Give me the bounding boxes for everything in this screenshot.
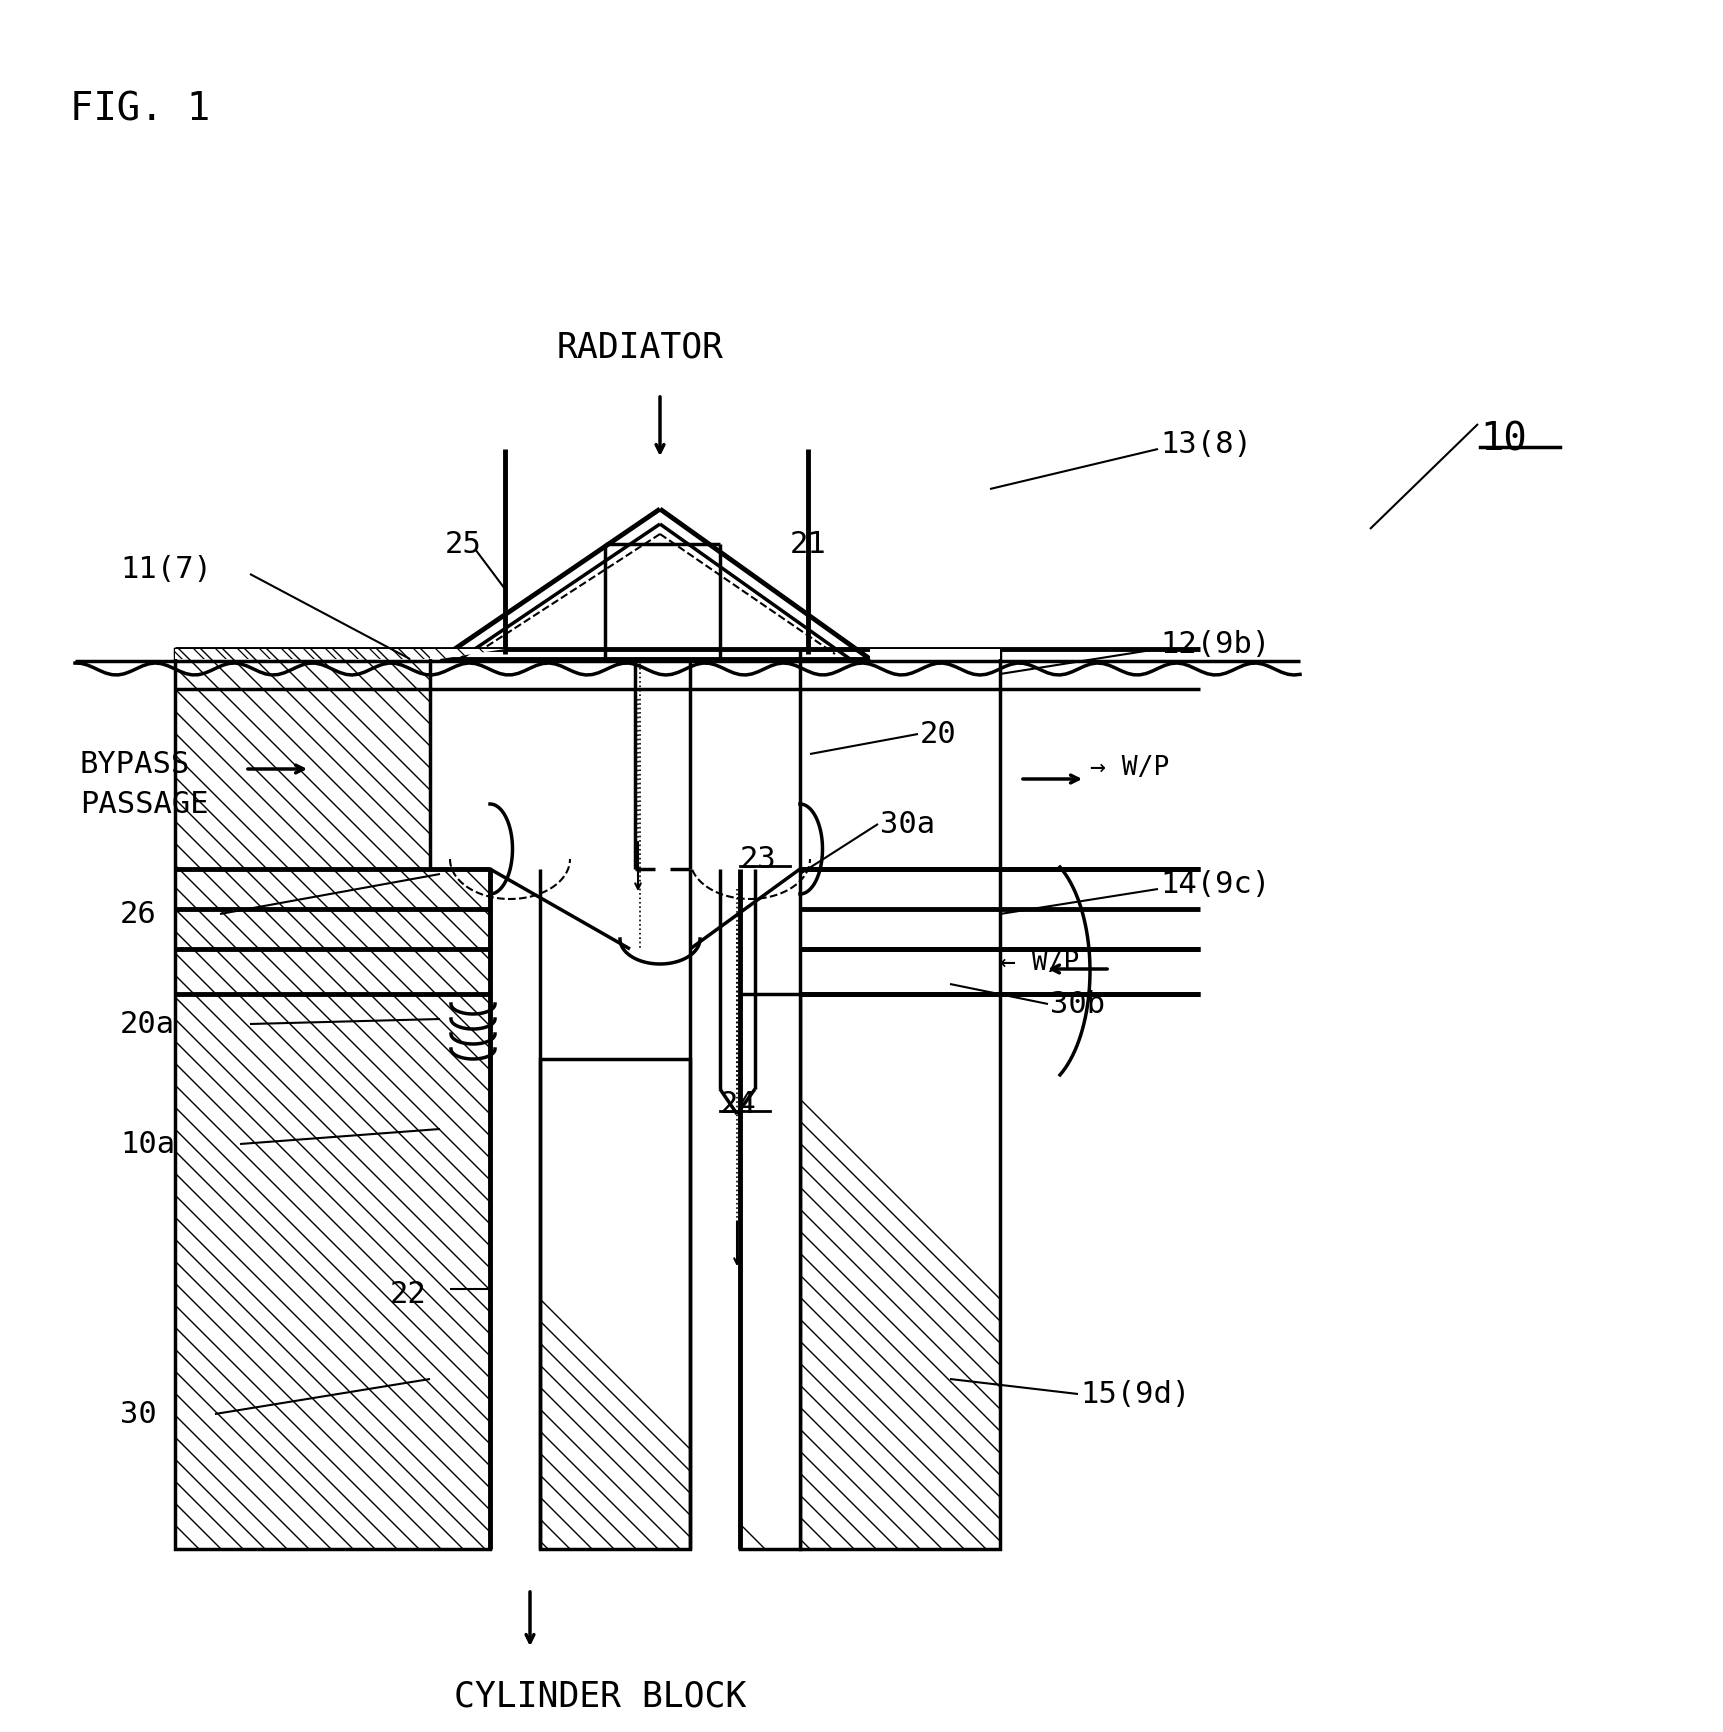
- Text: → W/P: → W/P: [1091, 755, 1170, 781]
- Text: CYLINDER BLOCK: CYLINDER BLOCK: [453, 1678, 746, 1713]
- Polygon shape: [799, 650, 999, 1548]
- Text: 20a: 20a: [121, 1010, 176, 1039]
- Text: 12(9b): 12(9b): [1160, 630, 1270, 658]
- Text: 30b: 30b: [1049, 989, 1104, 1018]
- Text: 10: 10: [1480, 419, 1527, 457]
- Text: 20: 20: [920, 719, 956, 748]
- Polygon shape: [870, 650, 999, 660]
- Text: 21: 21: [791, 530, 827, 559]
- Text: FIG. 1: FIG. 1: [71, 90, 210, 128]
- Text: PASSAGE: PASSAGE: [79, 790, 208, 819]
- Text: 11(7): 11(7): [121, 554, 212, 584]
- Polygon shape: [176, 650, 489, 1548]
- Text: BYPASS: BYPASS: [79, 750, 190, 779]
- Polygon shape: [539, 1060, 689, 1548]
- Text: RADIATOR: RADIATOR: [557, 329, 724, 364]
- Text: 26: 26: [121, 899, 157, 928]
- Polygon shape: [739, 994, 799, 1548]
- Text: 10a: 10a: [121, 1129, 176, 1159]
- Text: ← W/P: ← W/P: [999, 949, 1079, 975]
- Text: 15(9d): 15(9d): [1080, 1379, 1191, 1408]
- Text: 14(9c): 14(9c): [1160, 869, 1270, 899]
- Text: 13(8): 13(8): [1160, 430, 1253, 459]
- Text: 30: 30: [121, 1399, 157, 1429]
- Text: 24: 24: [720, 1089, 756, 1119]
- Text: 30a: 30a: [880, 809, 936, 838]
- Text: 25: 25: [445, 530, 482, 559]
- Text: 22: 22: [389, 1280, 427, 1308]
- Polygon shape: [176, 650, 505, 660]
- Text: 23: 23: [739, 845, 777, 873]
